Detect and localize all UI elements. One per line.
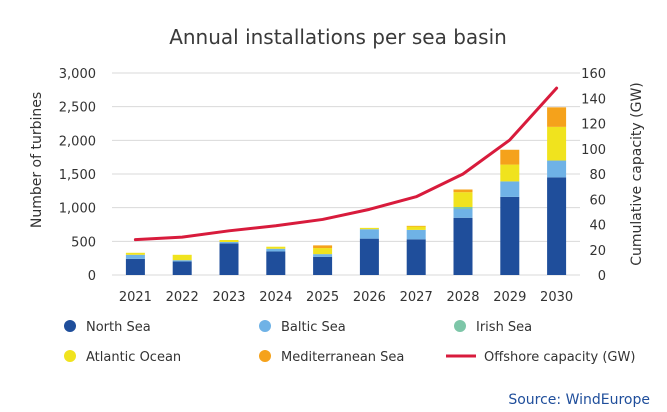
bar-segment bbox=[453, 192, 473, 207]
bar-segment bbox=[453, 217, 473, 275]
bar-segment bbox=[406, 226, 426, 230]
bar-segment bbox=[453, 206, 473, 210]
bar-segment bbox=[359, 238, 379, 275]
bar-segment bbox=[219, 242, 239, 244]
bar-segment bbox=[313, 256, 333, 275]
legend-label: Atlantic Ocean bbox=[86, 350, 181, 365]
bar-segment bbox=[172, 260, 192, 262]
bar-segment bbox=[125, 258, 145, 275]
x-tick-label: 2023 bbox=[212, 290, 245, 305]
legend-marker bbox=[259, 350, 271, 362]
bar-segment bbox=[500, 149, 520, 165]
legend: North Sea Baltic Sea Irish Sea Atlantic Oce… bbox=[64, 320, 635, 365]
legend-label: Irish Sea bbox=[476, 320, 532, 335]
legend-marker bbox=[64, 350, 76, 362]
x-tick-label: 2022 bbox=[166, 290, 199, 305]
legend-marker bbox=[454, 320, 466, 332]
bar-segment bbox=[406, 225, 426, 227]
bar-segment bbox=[313, 254, 333, 257]
y-axis-title: Number of turbines bbox=[29, 92, 45, 228]
y-tick-label: 1,000 bbox=[59, 202, 96, 217]
y-tick-label: 500 bbox=[71, 235, 96, 250]
x-tick-label: 2024 bbox=[259, 290, 292, 305]
y2-tick-label: 120 bbox=[581, 118, 606, 133]
y-tick-label: 2,500 bbox=[59, 101, 96, 116]
y-tick-label: 0 bbox=[88, 269, 96, 284]
bar-segment bbox=[172, 261, 192, 275]
legend-label: North Sea bbox=[86, 320, 151, 335]
legend-label: Offshore capacity (GW) bbox=[484, 350, 635, 365]
bar-segment bbox=[547, 177, 567, 275]
bar-segment bbox=[500, 181, 520, 197]
legend-label: Mediterranean Sea bbox=[281, 350, 404, 365]
x-tick-label: 2028 bbox=[446, 290, 479, 305]
source-note: Source: WindEurope bbox=[508, 392, 650, 408]
y2-tick-label: 60 bbox=[589, 193, 606, 208]
capacity-line-path bbox=[133, 86, 559, 242]
bar-segment bbox=[500, 164, 520, 182]
bar-segment bbox=[125, 252, 145, 255]
x-tick-label: 2026 bbox=[353, 290, 386, 305]
bar-segment bbox=[453, 189, 473, 193]
bar-segment bbox=[266, 248, 286, 252]
x-tick-label: 2030 bbox=[540, 290, 573, 305]
bar-segment bbox=[266, 246, 286, 249]
bar-segment bbox=[500, 196, 520, 275]
bar-segment bbox=[172, 254, 192, 261]
y-axis-left: 0 500 1,000 1,500 2,000 2,500 3,000 bbox=[59, 67, 96, 284]
capacity-line bbox=[133, 86, 559, 242]
legend-marker bbox=[259, 320, 271, 332]
bar-segment bbox=[125, 254, 145, 259]
bar-segment bbox=[547, 107, 567, 127]
bar-segment bbox=[547, 126, 567, 161]
legend-marker bbox=[64, 320, 76, 332]
y2-tick-label: 100 bbox=[581, 143, 606, 158]
bar-segment bbox=[359, 227, 379, 230]
y2-tick-label: 20 bbox=[589, 244, 606, 259]
y2-tick-label: 0 bbox=[598, 269, 606, 284]
bar-segment bbox=[266, 251, 286, 275]
grid bbox=[112, 72, 580, 276]
bar-segment bbox=[313, 245, 333, 249]
y2-tick-label: 160 bbox=[581, 67, 606, 82]
bar-segment bbox=[406, 229, 426, 240]
x-tick-label: 2021 bbox=[119, 290, 152, 305]
x-axis: 2021 2022 2023 2024 2025 2026 2027 2028 2029 2030 bbox=[119, 290, 573, 305]
x-tick-label: 2025 bbox=[306, 290, 339, 305]
bar-segment bbox=[219, 239, 239, 243]
bar-segment bbox=[219, 243, 239, 275]
x-tick-label: 2029 bbox=[493, 290, 526, 305]
y2-tick-label: 80 bbox=[589, 168, 606, 183]
y-tick-label: 1,500 bbox=[59, 168, 96, 183]
legend-label: Baltic Sea bbox=[281, 320, 346, 335]
x-tick-label: 2027 bbox=[400, 290, 433, 305]
y2-tick-label: 40 bbox=[589, 219, 606, 234]
bar-segment bbox=[453, 209, 473, 218]
y2-axis-title: Cumulative capacity (GW) bbox=[629, 82, 645, 266]
y2-tick-label: 140 bbox=[581, 92, 606, 107]
y-tick-label: 3,000 bbox=[59, 67, 96, 82]
bar-segment bbox=[547, 160, 567, 178]
y-axis-right: 0 20 40 60 80 100 120 140 160 bbox=[581, 67, 606, 284]
bar-segment bbox=[313, 248, 333, 255]
chart-title: Annual installations per sea basin bbox=[169, 25, 507, 49]
bar-segment bbox=[359, 229, 379, 239]
bars bbox=[125, 107, 567, 275]
y-tick-label: 2,000 bbox=[59, 134, 96, 149]
bar-segment bbox=[406, 239, 426, 275]
